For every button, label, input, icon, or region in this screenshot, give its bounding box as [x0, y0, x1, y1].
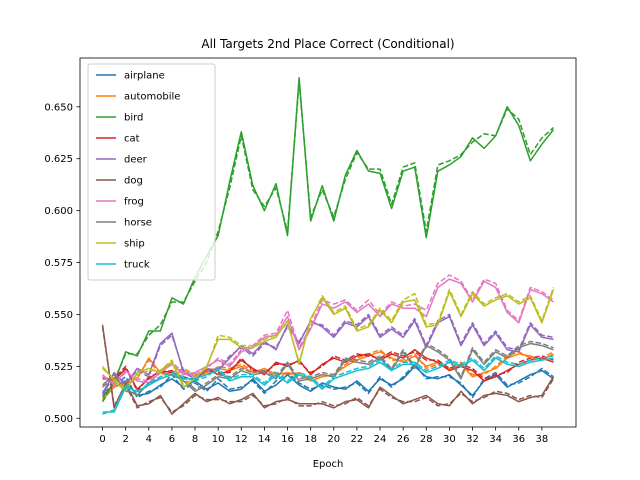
- x-tick-label: 0: [99, 434, 105, 445]
- x-tick-label: 28: [420, 434, 433, 445]
- legend-label-ship: ship: [124, 239, 145, 250]
- legend-label-automobile: automobile: [124, 92, 180, 103]
- y-tick-label: 0.625: [44, 154, 73, 165]
- x-tick-label: 10: [212, 434, 225, 445]
- legend-label-deer: deer: [124, 155, 148, 166]
- series-line-ship: [101, 289, 555, 393]
- x-tick-label: 18: [304, 434, 317, 445]
- legend-label-cat: cat: [124, 134, 140, 145]
- series-line-dashed-truck: [102, 355, 554, 415]
- x-tick-label: 34: [489, 434, 502, 445]
- x-axis-label: Epoch: [313, 459, 344, 470]
- x-axis-ticks: 0 2 4 6 8 10 12 14 16 18 20 22 24 26 28 30 32 34 36 38: [99, 427, 548, 445]
- legend-label-frog: frog: [124, 197, 144, 208]
- series-line-bird: [101, 76, 555, 398]
- x-tick-label: 6: [169, 434, 175, 445]
- x-tick-label: 2: [122, 434, 128, 445]
- legend-label-bird: bird: [124, 113, 143, 124]
- y-tick-label: 0.575: [44, 258, 73, 269]
- series-line-dashed-ship: [102, 287, 555, 390]
- x-tick-label: 14: [258, 434, 271, 445]
- x-tick-label: 24: [374, 434, 387, 445]
- legend-label-truck: truck: [124, 260, 150, 271]
- series-line-dashed-dog: [101, 326, 555, 413]
- x-tick-label: 30: [443, 434, 456, 445]
- series-line-dashed-frog: [102, 274, 554, 384]
- series-line-truck: [102, 357, 554, 413]
- y-axis-ticks: 0.500 0.525 0.550 0.575 0.600 0.625 0.650: [44, 102, 80, 425]
- series-line-dashed-deer: [101, 313, 554, 396]
- axes: [79, 57, 577, 428]
- plot-lines: [101, 76, 555, 415]
- y-tick-label: 0.600: [44, 206, 73, 217]
- x-tick-label: 26: [397, 434, 410, 445]
- y-tick-label: 0.500: [44, 414, 73, 425]
- legend-label-dog: dog: [124, 176, 143, 187]
- x-tick-label: 36: [512, 434, 525, 445]
- legend: airplane automobile bird cat deer dog frog hors…: [87, 63, 216, 281]
- x-tick-label: 38: [536, 434, 549, 445]
- x-tick-label: 4: [146, 434, 152, 445]
- chart-title: All Targets 2nd Place Correct (Condition…: [201, 37, 454, 51]
- y-tick-label: 0.650: [44, 102, 73, 113]
- x-tick-label: 12: [235, 434, 248, 445]
- series-line-dashed-airplane: [102, 363, 554, 399]
- x-tick-label: 22: [351, 434, 364, 445]
- x-tick-label: 20: [327, 434, 340, 445]
- x-tick-label: 32: [466, 434, 479, 445]
- legend-box: [87, 63, 216, 281]
- series-line-horse: [102, 342, 554, 397]
- x-tick-label: 8: [192, 434, 198, 445]
- plot-frame: [79, 57, 577, 428]
- legend-label-airplane: airplane: [124, 71, 165, 82]
- x-tick-label: 16: [281, 434, 294, 445]
- y-tick-label: 0.550: [44, 310, 73, 321]
- series-line-dashed-bird: [101, 81, 554, 403]
- legend-label-horse: horse: [124, 218, 152, 229]
- y-tick-label: 0.525: [44, 362, 73, 373]
